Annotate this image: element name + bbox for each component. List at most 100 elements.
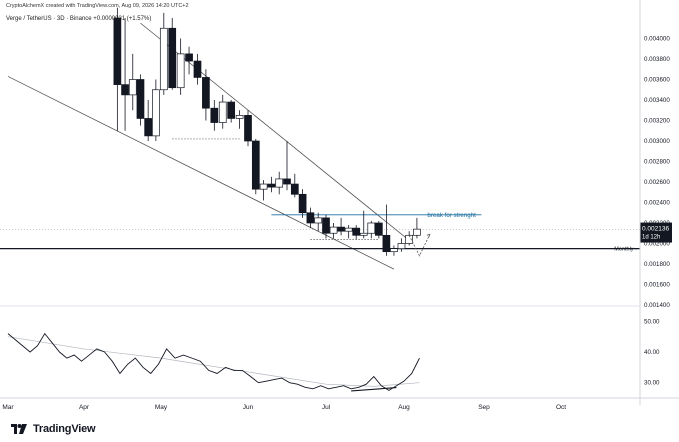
candle-body: [306, 212, 315, 224]
projection-arrow-head-icon: [426, 233, 431, 238]
candle[interactable]: [306, 207, 315, 229]
candle-body: [136, 79, 145, 119]
candle-body: [210, 107, 219, 123]
candle-body: [374, 222, 383, 236]
candle[interactable]: [128, 53, 137, 111]
candle-body: [322, 217, 330, 234]
break-label: break for strenght: [427, 212, 476, 219]
candle[interactable]: [168, 18, 177, 90]
candle[interactable]: [374, 220, 383, 239]
candle-body: [227, 101, 236, 119]
candle[interactable]: [193, 53, 202, 85]
candle[interactable]: [367, 220, 376, 239]
candle-body: [344, 227, 353, 232]
candle[interactable]: [185, 46, 193, 75]
chart-canvas[interactable]: Monthly • break for strenght 0.002136 1d 12…: [0, 0, 679, 417]
candle[interactable]: [359, 210, 368, 239]
candle[interactable]: [322, 214, 330, 239]
price-tick-label: 0.003000: [644, 138, 670, 145]
monthly-label: Monthly •: [614, 247, 637, 253]
candle-body: [168, 27, 177, 89]
candle[interactable]: [390, 245, 398, 256]
candle[interactable]: [176, 38, 185, 95]
candle[interactable]: [113, 7, 122, 131]
rsi-tick-label: 50.00: [644, 318, 660, 325]
candle-body: [275, 178, 284, 188]
candle[interactable]: [413, 217, 421, 239]
projection-arrow-path[interactable]: [408, 234, 431, 257]
time-tick-label: Sep: [478, 404, 490, 411]
candle-body: [298, 193, 307, 214]
trendline[interactable]: [7, 76, 395, 270]
candle-body: [113, 17, 122, 85]
candle[interactable]: [210, 100, 219, 131]
time-tick-label: Aug: [398, 404, 410, 411]
time-tick-label: Apr: [79, 404, 90, 411]
current-price-badge[interactable]: 0.002136 1d 12h: [640, 222, 672, 243]
candle[interactable]: [251, 138, 260, 195]
candle-body: [267, 183, 276, 188]
candle[interactable]: [405, 231, 414, 246]
divergence-line[interactable]: [351, 387, 397, 392]
candle[interactable]: [352, 225, 361, 240]
candle[interactable]: [314, 212, 323, 232]
price-tick-label: 0.002800: [644, 159, 670, 166]
candle-body: [413, 228, 421, 236]
candle[interactable]: [121, 18, 129, 131]
candle[interactable]: [382, 204, 391, 256]
time-tick-label: Jun: [243, 404, 254, 411]
brand[interactable]: TradingView: [10, 423, 96, 435]
candle[interactable]: [227, 100, 236, 123]
price-tick-label: 0.002000: [644, 241, 670, 248]
candle[interactable]: [244, 110, 252, 147]
candle-body: [329, 226, 338, 234]
candle-body: [218, 101, 227, 123]
chart-caption: CryptoAlchemX created with TradingView.c…: [6, 3, 189, 9]
candle-body: [128, 79, 137, 96]
candle-body: [152, 89, 160, 137]
candle-body: [337, 226, 345, 232]
candle-body: [159, 27, 168, 91]
time-tick-label: Mar: [2, 404, 14, 411]
candle-body: [359, 232, 368, 236]
rsi-line[interactable]: [7, 332, 420, 391]
candle-body: [185, 53, 193, 62]
candle-body: [352, 227, 361, 236]
current-price-label: 0.002136: [642, 226, 669, 233]
candle[interactable]: [337, 217, 345, 236]
rsi-tick-label: 30.00: [644, 380, 660, 387]
candle[interactable]: [344, 225, 353, 239]
brand-name: TradingView: [33, 423, 96, 435]
price-tick-label: 0.002400: [644, 200, 670, 207]
candle[interactable]: [136, 74, 145, 126]
candle-body: [202, 77, 210, 109]
candle[interactable]: [298, 189, 307, 218]
rsi-tick-label: 40.00: [644, 349, 660, 356]
candle-body: [314, 217, 323, 224]
candle[interactable]: [329, 223, 338, 239]
candle[interactable]: [397, 238, 406, 252]
candle[interactable]: [218, 94, 227, 129]
candle-body: [144, 118, 153, 137]
price-tick-label: 0.001400: [644, 302, 670, 309]
candle[interactable]: [275, 171, 284, 195]
badge-bg: [640, 222, 672, 243]
candle-body: [259, 183, 268, 190]
candle[interactable]: [159, 12, 168, 95]
candle[interactable]: [259, 179, 268, 201]
candle[interactable]: [283, 141, 291, 191]
price-tick-label: 0.001600: [644, 282, 670, 289]
axes: 0.004000 0.003800 0.003600 0.003400 0.003200…: [0, 0, 679, 411]
candle[interactable]: [235, 110, 244, 129]
tradingview-logo-icon: [11, 424, 27, 434]
candle-body: [290, 183, 299, 195]
candle[interactable]: [202, 69, 210, 121]
candle[interactable]: [144, 100, 153, 141]
rsi-panel[interactable]: [7, 332, 420, 392]
candle[interactable]: [290, 173, 299, 198]
rsi-signal-line[interactable]: [7, 336, 420, 387]
candle[interactable]: [152, 79, 160, 142]
candle-body: [367, 222, 376, 234]
price-panel[interactable]: Monthly • break for strenght 0.002136 1d 12…: [0, 7, 672, 270]
candle[interactable]: [267, 176, 276, 193]
